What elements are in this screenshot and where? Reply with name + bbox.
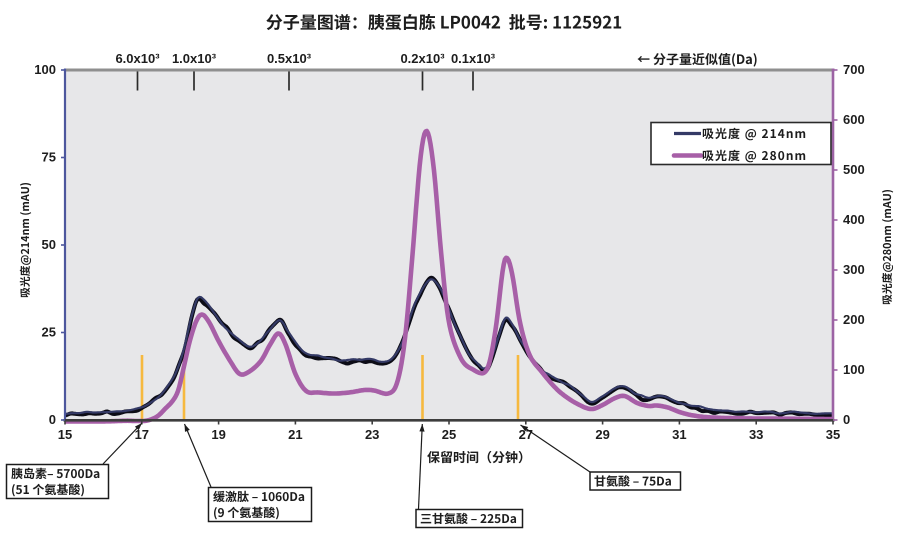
svg-text:75: 75 bbox=[42, 150, 56, 165]
svg-text:23: 23 bbox=[365, 427, 379, 442]
svg-text:0.2x10³: 0.2x10³ bbox=[400, 51, 445, 66]
svg-text:25: 25 bbox=[42, 325, 56, 340]
svg-text:35: 35 bbox=[826, 427, 840, 442]
svg-text:1.0x10³: 1.0x10³ bbox=[172, 51, 217, 66]
svg-text:19: 19 bbox=[211, 427, 225, 442]
svg-text:6.0x10³: 6.0x10³ bbox=[115, 51, 160, 66]
svg-text:15: 15 bbox=[58, 427, 72, 442]
svg-text:33: 33 bbox=[749, 427, 763, 442]
svg-text:200: 200 bbox=[843, 312, 865, 327]
svg-text:17: 17 bbox=[135, 427, 149, 442]
svg-text:500: 500 bbox=[843, 162, 865, 177]
svg-text:31: 31 bbox=[672, 427, 686, 442]
svg-text:21: 21 bbox=[288, 427, 302, 442]
svg-text:400: 400 bbox=[843, 212, 865, 227]
svg-text:0.1x10³: 0.1x10³ bbox=[451, 51, 496, 66]
svg-text:0.5x10³: 0.5x10³ bbox=[267, 51, 312, 66]
svg-text:50: 50 bbox=[42, 237, 56, 252]
svg-text:700: 700 bbox=[843, 62, 865, 77]
svg-text:0: 0 bbox=[49, 412, 56, 427]
svg-text:100: 100 bbox=[34, 62, 56, 77]
svg-text:0: 0 bbox=[843, 412, 850, 427]
svg-text:29: 29 bbox=[595, 427, 609, 442]
svg-text:600: 600 bbox=[843, 112, 865, 127]
svg-text:25: 25 bbox=[442, 427, 456, 442]
svg-text:300: 300 bbox=[843, 262, 865, 277]
svg-text:100: 100 bbox=[843, 362, 865, 377]
